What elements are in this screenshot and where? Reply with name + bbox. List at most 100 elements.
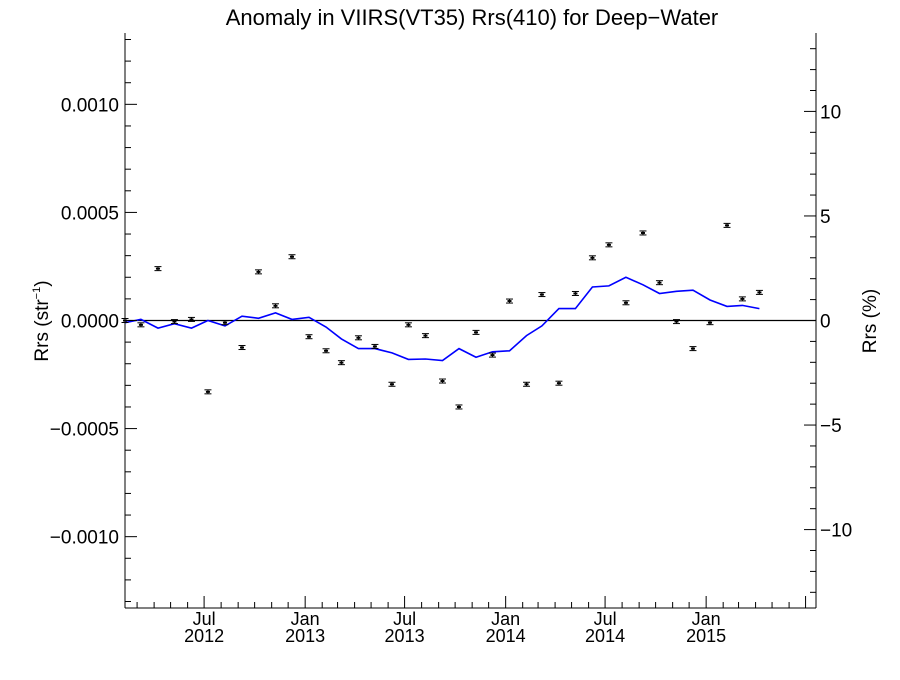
point-marker [222,321,227,324]
point-marker [473,331,478,334]
point-marker [423,334,428,337]
anomaly-point [170,319,178,325]
point-marker [389,383,394,386]
x-tick-month-label: Jul [393,609,416,629]
point-marker [406,323,411,326]
point-marker [307,335,312,338]
x-tick-month-label: Jan [692,609,721,629]
point-marker [524,383,529,386]
point-marker [339,361,344,364]
right-tick-label: 10 [820,102,841,123]
right-y-axis: 10 5 0 −5 −10 [804,48,852,593]
anomaly-point [221,320,229,326]
point-marker [573,292,578,295]
anomaly-point [639,230,647,236]
anomaly-point [605,242,613,248]
point-marker [239,346,244,349]
point-marker [155,267,160,270]
chart-title: Anomaly in VIIRS(VT35) Rrs(410) for Deep… [226,5,719,30]
right-tick-label: 5 [820,207,831,228]
anomaly-point [523,381,531,387]
anomaly-point [288,254,296,260]
x-tick-year-label: 2013 [385,626,425,646]
point-marker [539,293,544,296]
point-marker [556,382,561,385]
point-marker [507,300,512,303]
anomaly-point [588,255,596,261]
anomaly-point [354,335,362,341]
anomaly-point [755,289,763,295]
anomaly-point [371,343,379,349]
anomaly-point [421,333,429,339]
anomaly-point [672,319,680,325]
smoothed-line-series [124,276,760,362]
point-marker [138,323,143,326]
right-tick-label: −10 [820,521,852,542]
x-tick-year-label: 2014 [585,626,625,646]
anomaly-point [538,292,546,298]
point-marker [590,256,595,259]
x-tick-year-label: 2012 [184,626,224,646]
anomaly-point [154,266,162,272]
anomaly-point [472,329,480,335]
point-marker [172,320,177,323]
left-y-axis-label-close: ) [32,280,53,286]
point-marker [289,255,294,258]
point-marker [189,318,194,321]
point-marker [606,243,611,246]
anomaly-point [622,300,630,306]
point-marker [740,297,745,300]
right-tick-label: 0 [820,312,831,333]
anomaly-point [438,378,446,384]
point-marker [372,345,377,348]
point-marker [205,390,210,393]
x-tick-month-label: Jan [291,609,320,629]
anomaly-point [388,381,396,387]
point-marker [256,270,261,273]
point-marker [456,405,461,408]
left-tick-label: −0.0010 [50,528,119,549]
point-marker [707,321,712,324]
left-tick-label: 0.0000 [61,312,119,333]
point-marker [640,231,645,234]
anomaly-point [723,222,731,228]
x-tick-month-label: Jul [594,609,617,629]
anomaly-point [706,320,714,326]
anomaly-point [238,345,246,351]
x-tick-month-label: Jan [491,609,520,629]
point-marker [324,349,329,352]
x-tick-year-label: 2014 [486,626,526,646]
anomaly-point [738,296,746,302]
anomaly-point [655,280,663,286]
anomaly-point [571,290,579,296]
point-marker [757,291,762,294]
left-tick-label: −0.0005 [50,420,119,441]
anomaly-point [254,269,262,275]
x-axis: Jul2012Jan2013Jul2013Jan2014Jul2014Jan20… [136,596,807,646]
x-tick-month-label: Jul [193,609,216,629]
anomaly-point [204,389,212,395]
anomaly-point [322,348,330,354]
anomaly-point [272,303,280,309]
right-tick-label: −5 [820,416,842,437]
anomaly-point [187,316,195,322]
anomaly-point [305,334,313,340]
point-marker [623,301,628,304]
anomaly-points-series [121,222,763,410]
smoothed-anomaly-line [124,276,760,362]
left-y-axis-label-superscript: −1 [31,287,43,300]
left-tick-label: 0.0010 [61,95,119,116]
right-y-axis-label: Rrs (%) [860,289,881,353]
point-marker [273,304,278,307]
anomaly-point [505,298,513,304]
point-marker [725,224,730,227]
point-marker [674,320,679,323]
left-y-axis-label: Rrs (str−1) [31,280,53,361]
anomaly-point [404,322,412,328]
anomaly-point [555,380,563,386]
anomaly-point [137,322,145,328]
anomaly-point [337,360,345,366]
point-marker [490,354,495,357]
